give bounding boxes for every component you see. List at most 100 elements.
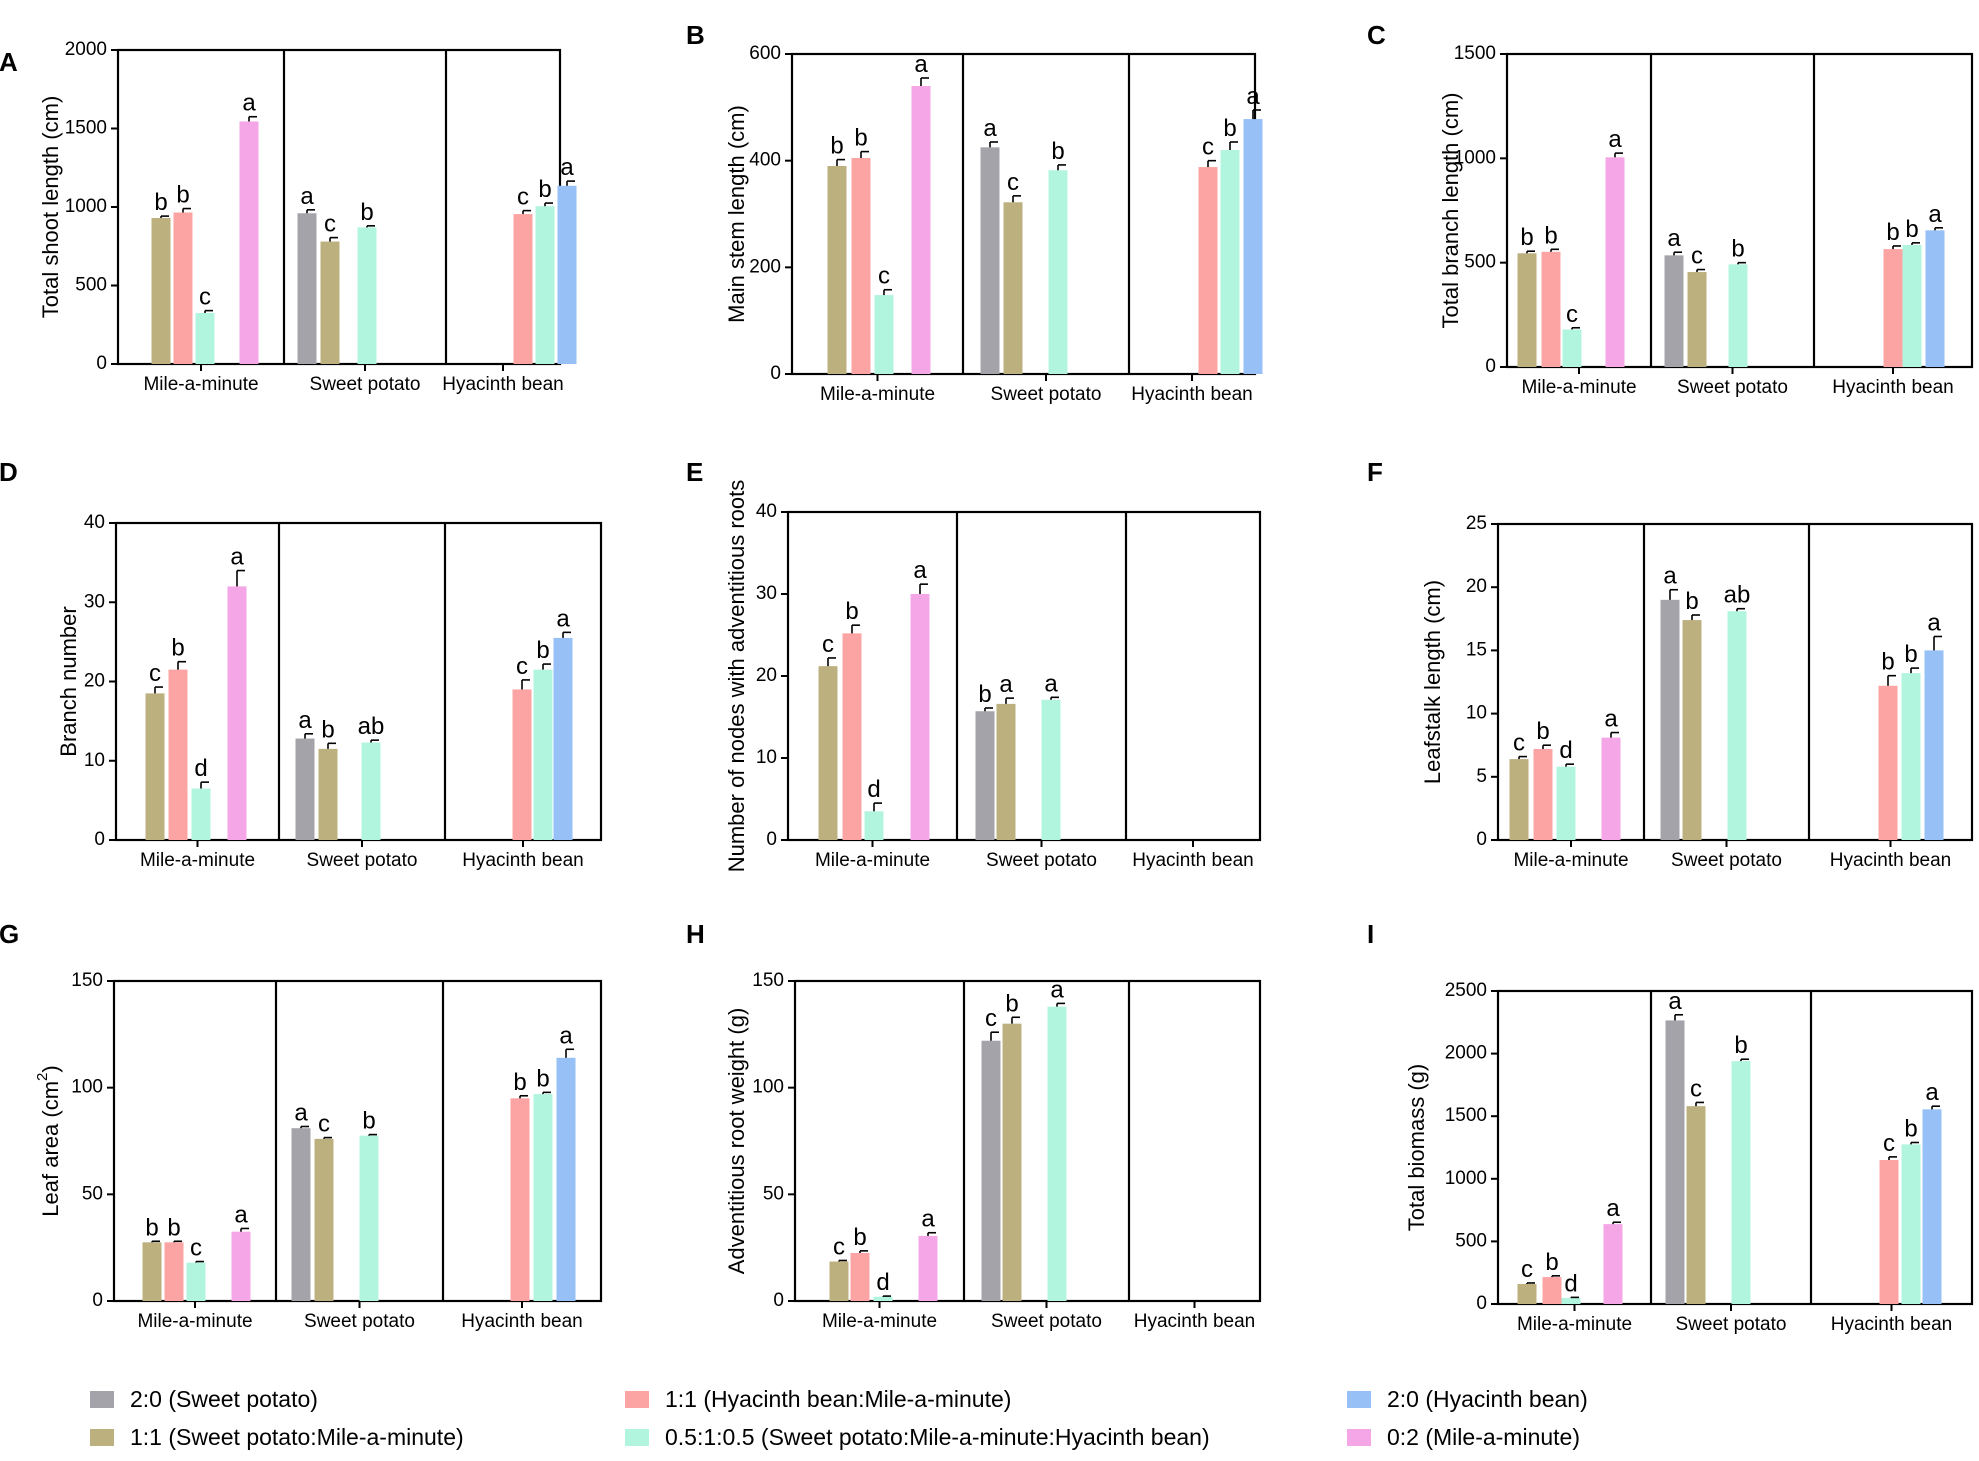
significance-letter: b (513, 1069, 526, 1096)
y-tick-label: 1000 (1445, 1168, 1487, 1189)
x-tick-label: Hyacinth bean (1831, 1314, 1952, 1335)
y-tick-label: 25 (1466, 513, 1487, 534)
x-tick-label: Mile-a-minute (1517, 1314, 1632, 1335)
significance-letter: a (914, 51, 928, 78)
legend-item-sweet-potato-monoculture: 2:0 (Sweet potato) (90, 1384, 318, 1414)
bar (227, 586, 247, 840)
significance-letter: a (983, 115, 997, 142)
x-tick-label: Hyacinth bean (1134, 1311, 1255, 1332)
panel-letter: E (686, 457, 703, 487)
y-tick-label: 40 (84, 512, 105, 533)
y-tick-label: 0 (770, 363, 781, 384)
significance-letter: c (1566, 301, 1578, 328)
bar (1517, 1283, 1537, 1304)
x-tick-label: Sweet potato (307, 850, 418, 871)
legend-swatch (1347, 1390, 1371, 1408)
y-tick-label: 0 (94, 829, 105, 850)
bar (1902, 244, 1922, 367)
significance-letter: a (1050, 976, 1064, 1003)
significance-letter: b (360, 199, 373, 226)
bar (186, 1262, 206, 1301)
y-tick-label: 100 (752, 1077, 784, 1098)
x-tick-label: Sweet potato (1677, 377, 1788, 398)
panel-letter: B (686, 20, 705, 50)
legend-label: 0.5:1:0.5 (Sweet potato:Mile-a-minute:Hy… (665, 1423, 1210, 1450)
significance-letter: b (176, 182, 189, 209)
y-tick-label: 150 (752, 970, 784, 991)
significance-letter: b (1685, 588, 1698, 615)
x-tick-label: Hyacinth bean (1830, 850, 1951, 871)
significance-letter: c (517, 184, 529, 211)
y-axis-label-superscript: 2 (34, 1073, 51, 1081)
bar (168, 669, 188, 840)
bar (1682, 620, 1702, 840)
significance-letter: b (536, 1065, 549, 1092)
significance-letter: c (1007, 169, 1019, 196)
bar (173, 212, 193, 364)
significance-letter: b (362, 1108, 375, 1135)
x-tick-label: Hyacinth bean (461, 1311, 582, 1332)
bar (874, 295, 894, 374)
significance-letter: b (845, 598, 858, 625)
significance-letter: a (999, 671, 1013, 698)
significance-letter: d (1564, 1270, 1577, 1297)
significance-letter: a (1667, 225, 1681, 252)
significance-letter: b (145, 1214, 158, 1241)
bar (318, 748, 338, 840)
x-tick-label: Hyacinth bean (1832, 377, 1953, 398)
bar (864, 811, 884, 840)
y-tick-label: 400 (749, 150, 781, 171)
bar (320, 241, 340, 364)
bar (1002, 1023, 1022, 1301)
chart-panel-b: B 0 200 400 600 Main stem length (cm) Mile-a-m… (686, 20, 1263, 405)
bar (195, 312, 215, 364)
bar (1925, 230, 1945, 367)
y-tick-label: 1000 (1454, 147, 1496, 168)
y-axis-label: Leafstalk length (cm) (1420, 580, 1445, 784)
x-tick-label: Mile-a-minute (822, 1311, 937, 1332)
bar (1665, 1020, 1685, 1304)
bar (512, 689, 532, 840)
significance-letter: c (833, 1233, 845, 1260)
y-tick-label: 30 (84, 591, 105, 612)
bar (533, 1094, 553, 1301)
significance-letter: b (1544, 222, 1557, 249)
significance-letter: a (300, 183, 314, 210)
x-tick-label: Sweet potato (304, 1311, 415, 1332)
significance-letter: a (913, 557, 927, 584)
x-tick-label: Mile-a-minute (140, 850, 255, 871)
significance-letter: c (149, 660, 161, 687)
significance-letter: a (559, 1022, 573, 1049)
legend-item-sweet-potato-mile-a-minute: 1:1 (Sweet potato:Mile-a-minute) (90, 1422, 464, 1452)
panel-letter: I (1367, 919, 1374, 949)
x-tick-label: Sweet potato (991, 384, 1102, 405)
y-tick-label: 15 (1466, 639, 1487, 660)
significance-letter: a (1246, 83, 1260, 110)
y-tick-label: 5 (1476, 766, 1487, 787)
bar (297, 213, 317, 364)
x-tick-label: Sweet potato (991, 1311, 1102, 1332)
significance-letter: b (1051, 138, 1064, 165)
x-tick-label: Hyacinth bean (1132, 850, 1253, 871)
bar (556, 1057, 576, 1301)
significance-letter: a (230, 544, 244, 571)
y-tick-label: 0 (766, 829, 777, 850)
bar (239, 121, 259, 364)
bar (1901, 673, 1921, 840)
significance-letter: a (298, 707, 312, 734)
bar (142, 1242, 162, 1301)
y-axis-label: Branch number (56, 606, 81, 756)
y-axis-label: Main stem length (cm) (724, 105, 749, 323)
chart-panel-d: D 0 10 20 30 40 Branch number Mile-a-minute Swee… (0, 457, 603, 871)
bar (295, 738, 315, 840)
significance-letter: d (194, 755, 207, 782)
legend-swatch (625, 1428, 649, 1446)
bar (553, 637, 573, 840)
significance-letter: b (536, 637, 549, 664)
plot-frame (112, 979, 603, 1303)
y-axis-label: Total shoot length (cm) (38, 96, 63, 319)
significance-letter: b (1905, 216, 1918, 243)
y-tick-label: 10 (1466, 703, 1487, 724)
bar (829, 1261, 849, 1301)
bar (911, 86, 931, 374)
